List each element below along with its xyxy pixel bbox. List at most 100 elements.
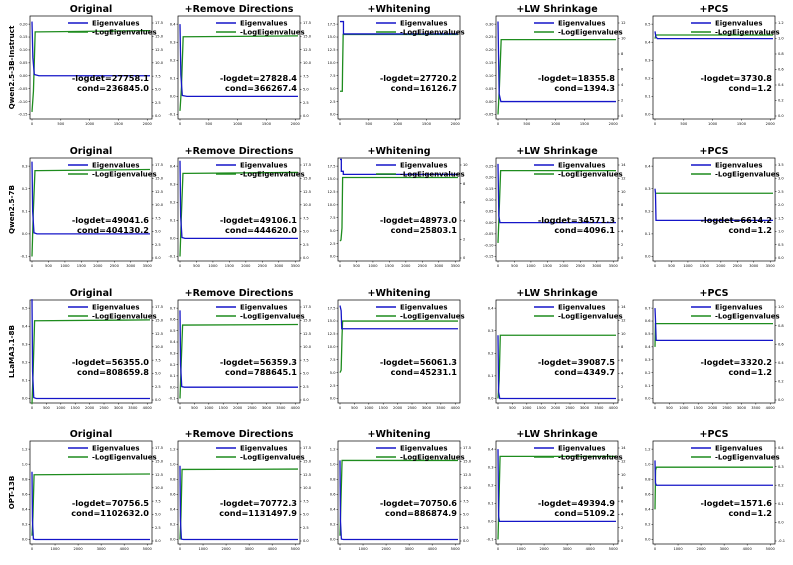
y-tick-label: 7.5: [330, 358, 336, 362]
y-tick-label: 0.20: [485, 48, 494, 52]
y-tick-label: 10.0: [327, 61, 336, 65]
x-tick-label: 4000: [743, 547, 753, 551]
x-tick-label: 3000: [97, 547, 107, 551]
x-tick-label: 3000: [126, 264, 136, 268]
x-tick-label: 4000: [451, 406, 461, 410]
plot-frame: [652, 440, 776, 545]
y-tick-label: 0.00: [485, 100, 494, 104]
subplot-panel: +LW Shrinkage -0.05 0.00 0.05 0.10 0.15 0.20 0.…: [484, 4, 626, 126]
y2-tick-label: 1.2: [778, 21, 784, 25]
x-tick-label: 1500: [737, 122, 747, 126]
y2-tick-label: 7.5: [303, 499, 309, 503]
x-tick-label: 0: [654, 264, 657, 268]
panel-title: +Whitening: [367, 429, 430, 440]
y-tick-label: 0.20: [485, 176, 494, 180]
y-tick-label: -0.10: [484, 243, 494, 247]
series-line-eigenvalues: [179, 310, 298, 388]
annotation-cond: cond=788645.1: [225, 367, 297, 377]
annotation-cond: cond=4349.7: [554, 367, 615, 377]
y2-tick-label: 10: [621, 473, 626, 477]
legend-label-neg-log-eigenvalues: -LogEigenvalues: [92, 29, 157, 37]
legend-label-eigenvalues: Eigenvalues: [92, 20, 140, 28]
series-line-eigenvalues: [339, 460, 458, 541]
plot-frame: [29, 299, 153, 404]
y2-tick-label: 2.5: [155, 243, 161, 247]
y2-tick-label: 2: [621, 243, 623, 247]
y2-tick-label: 15.0: [303, 318, 312, 322]
x-tick-label: 2000: [716, 264, 726, 268]
y2-tick-label: 10.0: [155, 486, 164, 490]
y2-tick-label: 2: [621, 99, 623, 103]
y2-tick-label: 17.5: [155, 21, 163, 25]
y2-tick-label: 17.5: [303, 305, 311, 309]
x-tick-label: 0: [339, 264, 342, 268]
plot-frame: [495, 440, 619, 545]
row-model-label: LLaMA3.1-8B: [7, 325, 16, 378]
x-tick-label: 0: [339, 122, 342, 126]
y2-tick-label: 8: [621, 345, 624, 349]
x-tick-label: 500: [43, 406, 51, 410]
series-line-eigenvalues: [31, 21, 150, 77]
annotation-cond: cond=1.2: [728, 367, 772, 377]
y2-tick-label: 17.5: [155, 305, 163, 309]
legend-label-neg-log-eigenvalues: -LogEigenvalues: [240, 29, 305, 37]
x-tick-label: 0: [31, 264, 34, 268]
y-tick-label: 17.5: [327, 306, 335, 310]
x-tick-label: 2500: [247, 406, 257, 410]
subplot-panel: +LW Shrinkage -0.1 0.0 0.1 0.2 0.3 0.4 0 2 4 6 8 10 1…: [486, 429, 626, 551]
x-tick-label: 2500: [407, 406, 417, 410]
y2-tick-label: 0.2: [778, 380, 784, 384]
x-tick-label: 1500: [114, 122, 124, 126]
y2-tick-label: 4: [621, 230, 624, 234]
y-tick-label: 0.15: [485, 61, 493, 65]
x-tick-label: 1000: [522, 406, 532, 410]
y-tick-label: 0.0: [645, 113, 651, 117]
y2-tick-label: 12.5: [155, 473, 163, 477]
x-tick-label: 2000: [401, 264, 411, 268]
y2-tick-label: 4: [621, 372, 624, 376]
x-tick-label: 2500: [576, 264, 586, 268]
annotation-logdet: -logdet=56355.0: [72, 357, 149, 367]
y2-tick-label: 2.5: [303, 101, 309, 105]
x-tick-label: 1000: [204, 406, 214, 410]
y-tick-label: 7.5: [330, 74, 336, 78]
series-line-neg-log-eigenvalues: [339, 176, 458, 242]
x-tick-label: 3500: [594, 406, 604, 410]
y2-tick-label: 1.0: [778, 305, 784, 309]
y-tick-label: 0.4: [170, 164, 176, 168]
x-tick-label: 1500: [422, 122, 432, 126]
y2-tick-label: 2.5: [463, 526, 469, 530]
y2-tick-label: 0: [621, 539, 624, 543]
y2-tick-label: 0.0: [155, 398, 161, 402]
y2-tick-label: 17.5: [303, 446, 311, 450]
y-tick-label: 2.5: [330, 100, 336, 104]
annotation-logdet: -logdet=56061.3: [380, 357, 457, 367]
x-tick-label: 0: [179, 547, 182, 551]
series-line-eigenvalues: [339, 305, 458, 330]
y2-tick-label: 15.0: [155, 318, 164, 322]
x-tick-label: 0: [497, 264, 500, 268]
series-line-neg-log-eigenvalues: [497, 455, 616, 540]
x-tick-label: 4000: [268, 547, 278, 551]
x-tick-label: 4000: [143, 406, 153, 410]
y-tick-label: 0.20: [19, 22, 28, 26]
y2-tick-label: 12.5: [303, 473, 311, 477]
y2-tick-label: 0: [621, 114, 624, 118]
y-tick-label: 0.10: [485, 74, 494, 78]
panel-title: +Remove Directions: [185, 429, 294, 440]
y2-tick-label: 1.5: [778, 216, 784, 220]
legend-label-neg-log-eigenvalues: -LogEigenvalues: [92, 454, 157, 462]
x-tick-label: 2000: [393, 406, 403, 410]
series-line-neg-log-eigenvalues: [339, 320, 458, 373]
annotation-logdet: -logdet=3320.2: [701, 357, 772, 367]
y2-tick-label: 2.5: [155, 385, 161, 389]
x-tick-label: 1000: [516, 547, 526, 551]
x-tick-label: 1500: [262, 122, 272, 126]
y2-tick-label: 2: [621, 385, 623, 389]
subplot-panel: +PCS 0.0 0.1 0.2 0.3 0.4 0.0 0.5 1.0 1.5 2.0 2.5 3.0…: [645, 146, 785, 268]
panel-title: +LW Shrinkage: [516, 4, 597, 15]
legend-label-eigenvalues: Eigenvalues: [558, 20, 606, 28]
legend-label-eigenvalues: Eigenvalues: [92, 162, 140, 170]
legend-label-neg-log-eigenvalues: -LogEigenvalues: [715, 313, 780, 321]
y2-tick-label: 5.0: [155, 230, 161, 234]
